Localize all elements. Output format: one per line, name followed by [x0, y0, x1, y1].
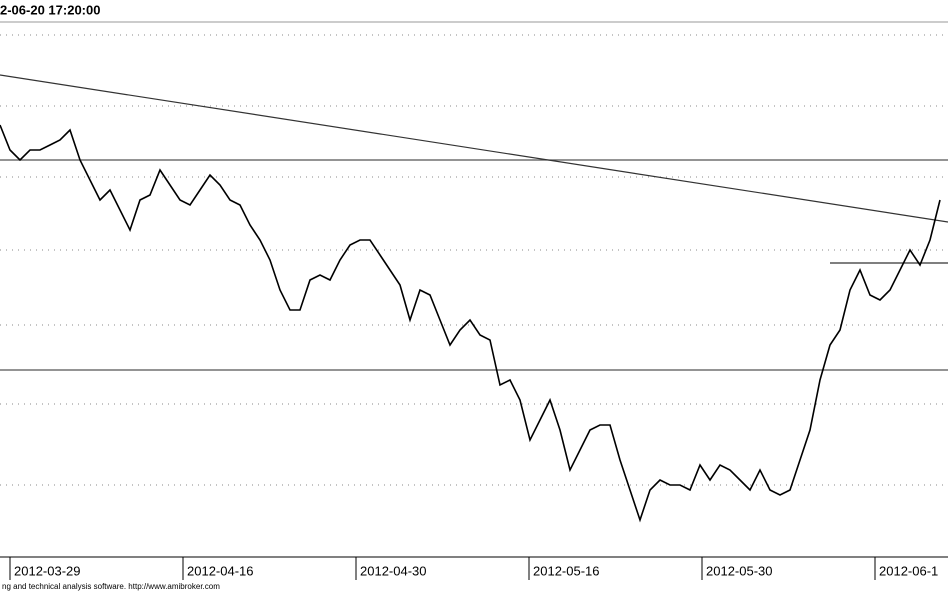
x-tick-label: 2012-06-1: [879, 563, 938, 578]
footer: ng and technical analysis software. http…: [2, 582, 220, 591]
chart-title: 2-06-20 17:20:00: [0, 2, 100, 17]
x-tick-label: 2012-05-16: [533, 563, 600, 578]
x-tick-label: 2012-05-30: [706, 563, 773, 578]
x-tick-label: 2012-04-30: [360, 563, 427, 578]
x-tick-label: 2012-03-29: [14, 563, 81, 578]
price-line: [0, 124, 941, 523]
trend-line: [0, 74, 948, 223]
x-tick-label: 2012-04-16: [187, 563, 254, 578]
